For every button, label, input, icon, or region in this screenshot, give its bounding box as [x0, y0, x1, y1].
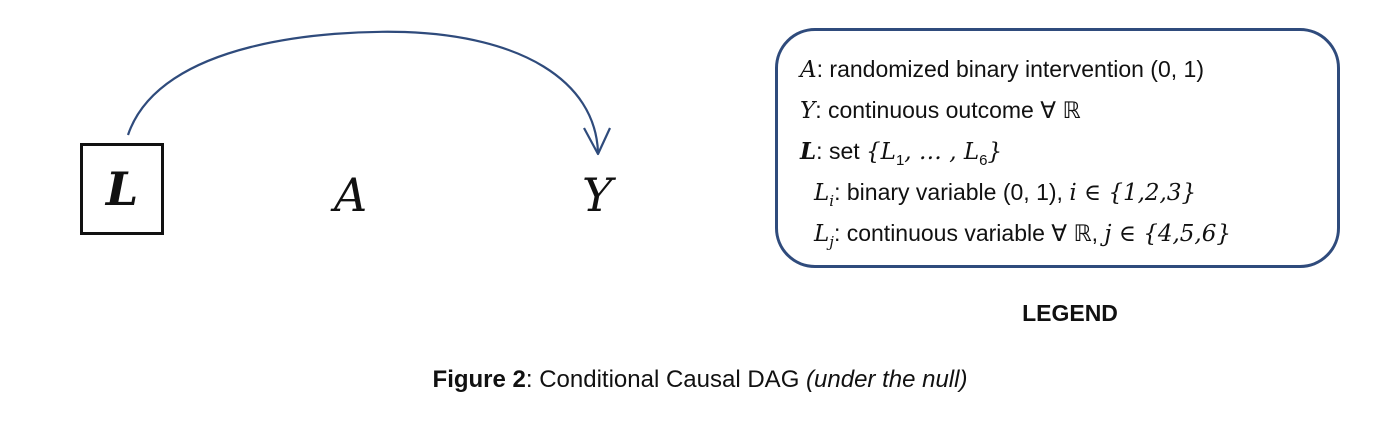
legend-set-sub1: 1 — [895, 152, 905, 169]
legend-line-l: L: set {L1, … , L6} — [800, 131, 1315, 172]
edge-l-to-y-curve — [126, 30, 600, 153]
legend-symbol-l: L — [800, 138, 817, 165]
node-y-label: Y — [582, 168, 613, 222]
legend-symbol-lj: L — [814, 221, 830, 247]
legend-symbol-y: Y — [800, 98, 816, 124]
caption-note: (under the null) — [806, 366, 968, 393]
legend-text-li: : binary variable (0, 1), — [834, 179, 1070, 205]
legend-line-y: Y: continuous outcome ∀ ℝ — [800, 90, 1315, 131]
legend-range-j: ∈ {4,5,6} — [1111, 221, 1231, 247]
edge-l-to-y-arrowhead — [583, 127, 611, 156]
legend-line-li: Li: binary variable (0, 1), i ∈ {1,2,3} — [800, 172, 1315, 213]
legend-set-close: } — [987, 139, 1003, 165]
legend-idx-j: j — [1104, 221, 1112, 247]
legend-sub-j: j — [829, 233, 834, 251]
legend-text-a: : randomized binary intervention (0, 1) — [816, 56, 1204, 82]
legend-set-ellipsis: , … , — [904, 139, 964, 165]
caption-label: Figure 2 — [432, 366, 526, 393]
legend-symbol-li: L — [814, 180, 830, 206]
legend-line-a: A: randomized binary intervention (0, 1) — [800, 49, 1315, 90]
legend-set-open: { — [866, 139, 881, 165]
caption-text: : Conditional Causal DAG — [525, 366, 807, 393]
figure-caption: Figure 2: Conditional Causal DAG (under … — [0, 366, 1400, 394]
legend-text-y: : continuous outcome ∀ ℝ — [815, 97, 1081, 123]
legend-idx-i: i — [1069, 180, 1077, 206]
legend-set-sub6: 6 — [979, 152, 988, 169]
node-l-box — [80, 143, 164, 235]
legend-sub-i: i — [829, 192, 835, 210]
legend-box: A: randomized binary intervention (0, 1)… — [775, 28, 1340, 268]
node-a-label: A — [334, 168, 368, 222]
legend-line-lj: Lj: continuous variable ∀ ℝ, j ∈ {4,5,6} — [800, 213, 1315, 254]
legend-title: LEGEND — [1022, 300, 1118, 326]
legend-range-i: ∈ {1,2,3} — [1076, 180, 1197, 206]
legend-set-l1: L — [880, 139, 896, 165]
node-l-label: L — [105, 162, 139, 216]
legend-text-lj: : continuous variable ∀ ℝ, — [833, 220, 1105, 246]
legend-symbol-a: A — [800, 57, 817, 83]
legend-text-l: : set — [816, 138, 867, 164]
legend-set-l6: L — [963, 139, 980, 165]
